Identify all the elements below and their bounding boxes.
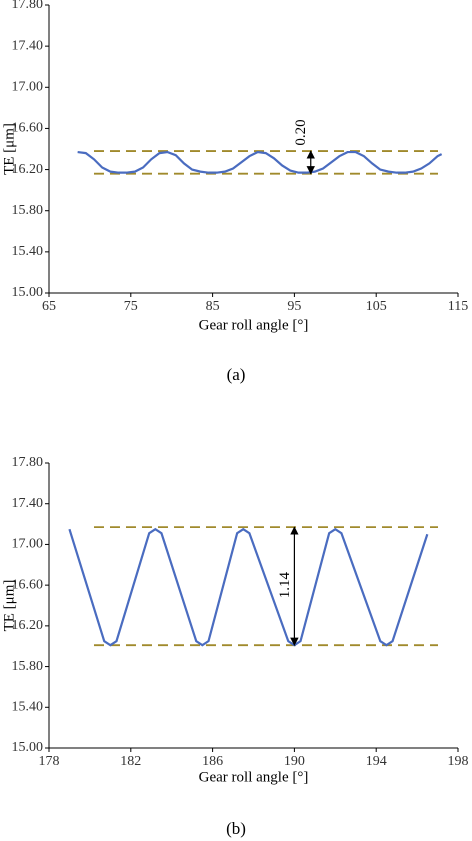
y-tick-label: 15.40 — [12, 244, 44, 259]
x-tick-label: 190 — [284, 754, 305, 769]
x-tick-label: 115 — [448, 299, 468, 314]
y-tick-label: 15.80 — [12, 203, 44, 218]
y-axis-label: TE [μm] — [1, 580, 17, 632]
x-axis-label: Gear roll angle [°] — [199, 769, 309, 785]
x-axis-label: Gear roll angle [°] — [199, 317, 309, 333]
y-tick-label: 17.00 — [12, 80, 44, 95]
y-tick-label: 16.20 — [12, 618, 44, 633]
caption: (a) — [227, 365, 246, 384]
x-tick-label: 75 — [124, 299, 138, 314]
x-tick-label: 186 — [202, 754, 223, 769]
y-tick-label: 17.80 — [12, 0, 44, 12]
y-tick-label: 15.00 — [12, 740, 44, 755]
x-tick-label: 105 — [366, 299, 387, 314]
y-tick-label: 16.20 — [12, 162, 44, 177]
y-tick-label: 17.00 — [12, 537, 44, 552]
x-tick-label: 182 — [120, 754, 141, 769]
data-line — [68, 527, 429, 647]
y-tick-label: 15.80 — [12, 659, 44, 674]
x-tick-label: 178 — [39, 754, 60, 769]
annotation: 0.20 — [293, 119, 309, 145]
caption: (b) — [226, 819, 246, 838]
y-tick-label: 15.00 — [12, 285, 44, 300]
y-axis-label: TE [μm] — [1, 123, 17, 175]
x-tick-label: 85 — [206, 299, 220, 314]
annotation: 1.14 — [277, 572, 293, 599]
x-tick-label: 65 — [42, 299, 56, 314]
x-tick-label: 198 — [448, 754, 469, 769]
y-tick-label: 17.80 — [12, 455, 44, 470]
y-tick-label: 16.60 — [12, 577, 44, 592]
x-tick-label: 194 — [366, 754, 387, 769]
data-line — [77, 150, 443, 174]
x-tick-label: 95 — [287, 299, 301, 314]
y-tick-label: 15.40 — [12, 700, 44, 715]
y-tick-label: 17.40 — [12, 496, 44, 511]
y-tick-label: 17.40 — [12, 38, 44, 53]
y-tick-label: 16.60 — [12, 121, 44, 136]
